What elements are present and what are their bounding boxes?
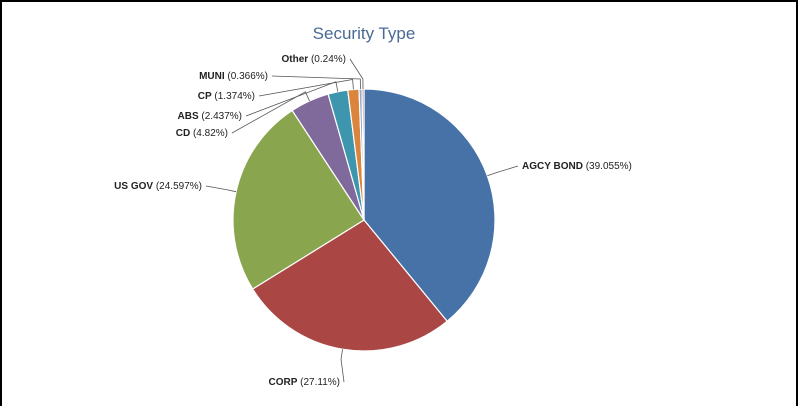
leader-other [349, 58, 364, 90]
leader-cp [258, 79, 354, 97]
slice-labels: AGCY BOND (39.055%) CORP (27.11%) US GOV (… [114, 54, 632, 388]
data-label-us-gov: US GOV (24.597%) [114, 181, 202, 192]
leader-corp [340, 349, 345, 383]
data-label-abs: ABS (2.437%) [178, 111, 242, 122]
leader-cd [231, 91, 310, 134]
data-label-muni: MUNI (0.366%) [199, 71, 268, 82]
leader-agcy-bond [487, 165, 519, 177]
leader-abs [245, 81, 339, 117]
pie-slices [232, 88, 496, 352]
data-label-agcy-bond: AGCY BOND (39.055%) [522, 161, 632, 172]
slice-other[interactable] [361, 88, 365, 221]
leader-us-gov [205, 185, 237, 193]
data-label-cd: CD (4.82%) [176, 128, 228, 139]
data-label-other: Other (0.24%) [282, 54, 346, 65]
data-label-corp: CORP (27.11%) [268, 377, 340, 388]
label-leaders [205, 58, 519, 383]
leader-muni [271, 75, 361, 90]
data-label-cp: CP (1.374%) [198, 91, 255, 102]
chart-title: Security Type [313, 24, 416, 43]
